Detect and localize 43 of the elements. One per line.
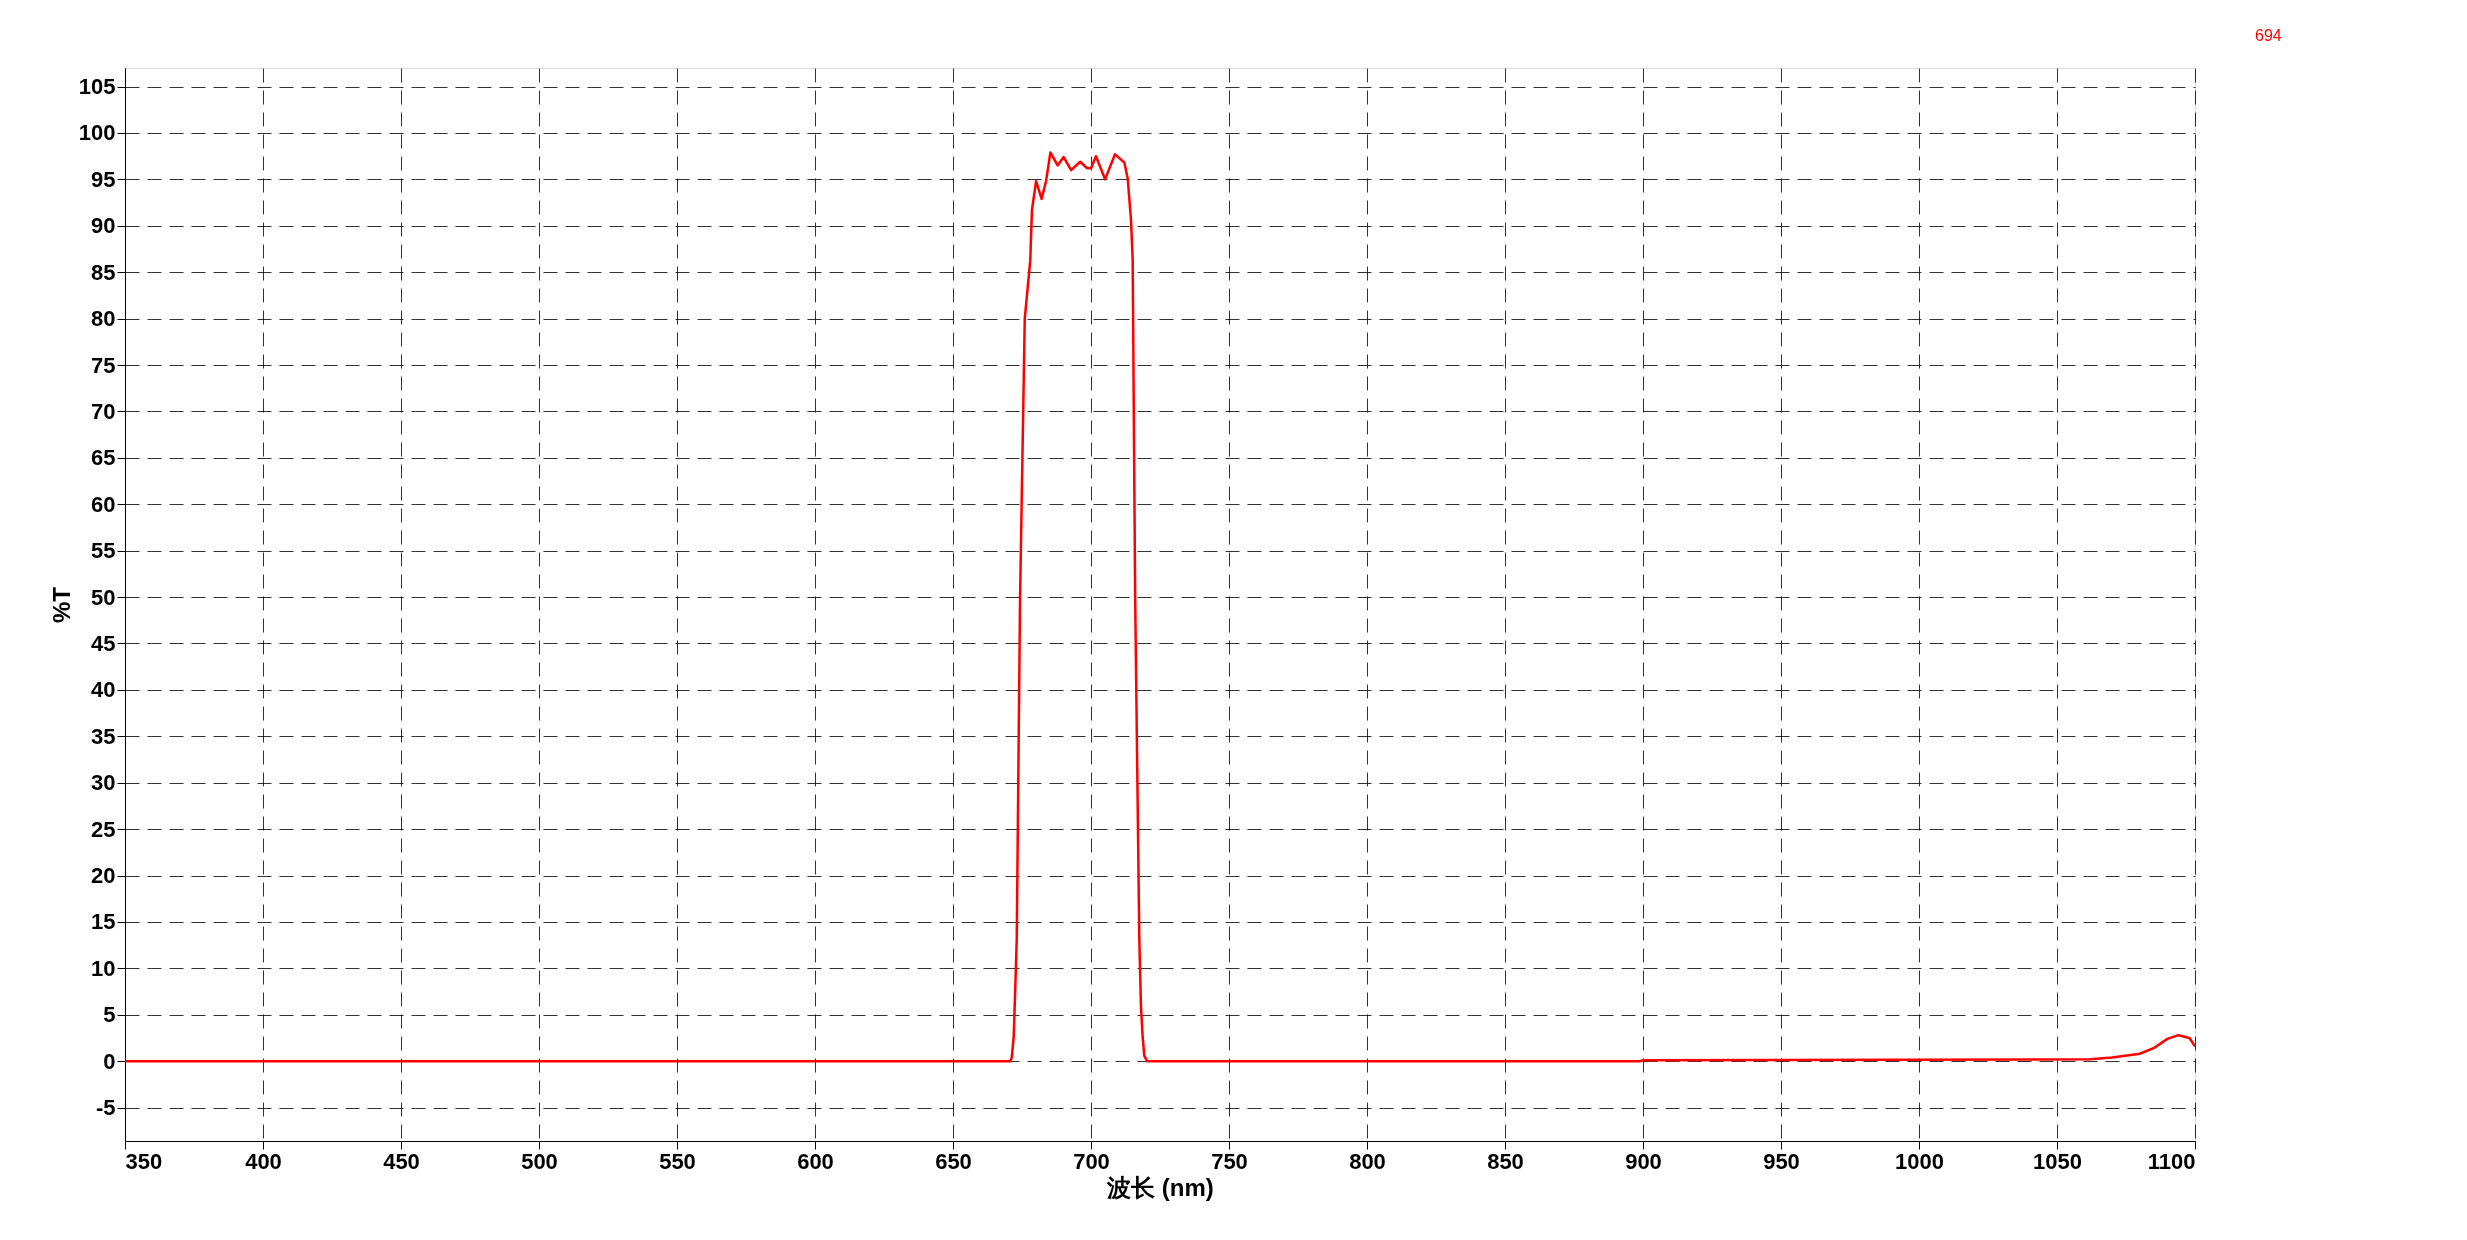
x-tick-label: 650	[935, 1148, 972, 1174]
y-tick-label: 20	[91, 863, 116, 889]
y-tick-label: 60	[91, 491, 116, 517]
y-tick-label: 75	[91, 352, 116, 378]
y-tick-label: 15	[91, 909, 116, 935]
y-tick-label: 35	[91, 723, 116, 749]
y-tick-label: 30	[91, 770, 116, 796]
x-axis-title: 波长 (nm)	[1106, 1173, 1214, 1201]
y-tick-label: 25	[91, 816, 116, 842]
x-tick-label: 500	[521, 1148, 558, 1174]
x-tick-label: 350	[125, 1148, 163, 1174]
x-tick-label: 550	[659, 1148, 696, 1174]
x-tick-label: 1100	[2147, 1148, 2196, 1174]
y-tick-label: 10	[91, 955, 116, 981]
y-tick-label: 70	[91, 398, 116, 424]
x-tick-label: 400	[245, 1148, 282, 1174]
x-tick-label: 900	[1625, 1148, 1662, 1174]
y-tick-label: 40	[91, 677, 116, 703]
text: 694	[2255, 27, 2282, 44]
y-tick-label: 90	[91, 213, 116, 239]
y-tick-label: 105	[78, 74, 116, 100]
y-tick-label: 100	[78, 120, 116, 146]
x-tick-label: 850	[1487, 1148, 1524, 1174]
y-tick-label: 50	[91, 584, 116, 610]
y-tick-label: 0	[103, 1048, 116, 1074]
x-tick-label: 800	[1349, 1148, 1386, 1174]
y-tick-label: 65	[91, 445, 116, 471]
y-tick-label: 5	[103, 1002, 116, 1028]
x-tick-label: 1050	[2033, 1148, 2082, 1174]
y-tick-label: 80	[91, 306, 116, 332]
x-tick-label: 600	[797, 1148, 834, 1174]
line-series	[123, 151, 2197, 1063]
y-tick-label: 45	[91, 630, 116, 656]
x-tick-label: 950	[1763, 1148, 1800, 1174]
y-tick-label: -5	[95, 1095, 116, 1121]
x-tick-label: 1000	[1895, 1148, 1944, 1174]
x-tick-label: 700	[1073, 1148, 1110, 1174]
y-tick-label: 95	[91, 166, 116, 192]
y-tick-label: 55	[91, 538, 116, 564]
y-tick-label: 85	[91, 259, 116, 285]
x-tick-label: 450	[383, 1148, 420, 1174]
x-tick-label: 750	[1211, 1148, 1248, 1174]
y-axis-title: %T	[47, 586, 75, 623]
